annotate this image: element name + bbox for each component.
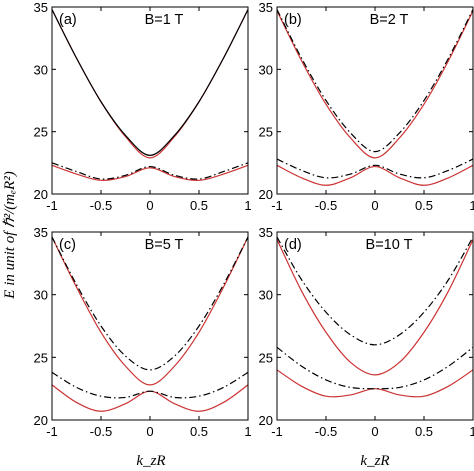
x-tick-label: -0.5 xyxy=(90,424,112,439)
y-tick-label: 25 xyxy=(34,350,48,365)
x-tick-label: 1 xyxy=(244,198,251,213)
y-tick-label: 20 xyxy=(34,187,48,202)
series-line-1 xyxy=(276,369,474,398)
x-tick-label: -1 xyxy=(271,424,283,439)
y-tick-label: 20 xyxy=(259,413,273,428)
panel-label: (d) xyxy=(284,237,302,253)
x-tick-label: 1 xyxy=(244,424,251,439)
plot-frame xyxy=(276,6,474,195)
y-tick-label: 35 xyxy=(34,0,48,15)
y-tick-label: 35 xyxy=(259,225,273,240)
panel-3: -1 -0.5 0 0.5 1 20 25 30 35 (c) B=5 T xyxy=(34,225,252,439)
series-line-4 xyxy=(51,236,249,371)
y-tick-label: 25 xyxy=(259,125,273,140)
panel-2: -1 -0.5 0 0.5 1 20 25 30 35 (b) B=2 T xyxy=(259,0,474,213)
panel-title: B=1 T xyxy=(145,12,184,28)
series-line-4 xyxy=(51,9,249,156)
panel-1: -1 -0.5 0 0.5 1 20 25 30 35 (a) B=1 T xyxy=(34,0,252,213)
x-axis-label-right: k_zR xyxy=(360,453,389,469)
y-tick-label: 20 xyxy=(34,413,48,428)
y-axis-label: E in unit of ℏ²/(mₑR²) xyxy=(2,171,18,299)
series-line-1 xyxy=(276,164,474,186)
x-tick-label: 0 xyxy=(146,198,153,213)
x-tick-label: 1 xyxy=(469,424,474,439)
x-axis-label-left: k_zR xyxy=(136,453,165,469)
x-tick-label: 0 xyxy=(371,198,378,213)
x-tick-label: 0.5 xyxy=(415,424,433,439)
x-tick-label: -0.5 xyxy=(90,198,112,213)
y-tick-label: 25 xyxy=(34,125,48,140)
x-tick-label: 0 xyxy=(146,424,153,439)
plot-frame xyxy=(276,231,474,421)
series-line-4 xyxy=(276,236,474,346)
x-tick-label: 0 xyxy=(371,424,378,439)
panel-title: B=2 T xyxy=(370,12,409,28)
panel-title: B=5 T xyxy=(145,237,184,253)
y-tick-label: 30 xyxy=(259,62,273,77)
panels: -1 -0.5 0 0.5 1 20 25 30 35 (a) B=1 T -1 -0.5 0 0.5 1 20… xyxy=(34,0,474,439)
panel-4: -1 -0.5 0 0.5 1 20 25 30 35 (d) B=10 T xyxy=(259,225,474,439)
series-line-3 xyxy=(51,9,249,159)
series-line-3 xyxy=(276,10,474,159)
plot-frame xyxy=(51,231,249,421)
panel-label: (c) xyxy=(59,237,76,253)
series-line-4 xyxy=(276,9,474,153)
y-tick-label: 35 xyxy=(34,225,48,240)
series-line-2 xyxy=(276,158,474,179)
y-tick-label: 30 xyxy=(34,288,48,303)
series-line-2 xyxy=(51,162,249,180)
y-tick-label: 25 xyxy=(259,350,273,365)
x-tick-label: -0.5 xyxy=(315,198,337,213)
series-line-2 xyxy=(51,371,249,399)
x-tick-label: -0.5 xyxy=(315,424,337,439)
x-tick-label: -1 xyxy=(271,198,283,213)
x-tick-label: 0.5 xyxy=(190,424,208,439)
series-line-1 xyxy=(51,164,249,181)
panel-label: (a) xyxy=(59,12,77,28)
series-line-1 xyxy=(51,384,249,412)
y-tick-label: 20 xyxy=(259,187,273,202)
series-line-3 xyxy=(276,239,474,376)
panel-label: (b) xyxy=(284,12,302,28)
x-tick-label: 1 xyxy=(469,198,474,213)
x-tick-label: -1 xyxy=(46,198,58,213)
y-tick-label: 30 xyxy=(34,62,48,77)
series-line-3 xyxy=(51,236,249,386)
panel-title: B=10 T xyxy=(366,237,413,253)
x-tick-label: 0.5 xyxy=(415,198,433,213)
x-tick-label: 0.5 xyxy=(190,198,208,213)
series-line-2 xyxy=(276,346,474,390)
plot-frame xyxy=(51,6,249,195)
x-tick-label: -1 xyxy=(46,424,58,439)
y-tick-label: 35 xyxy=(259,0,273,15)
y-tick-label: 30 xyxy=(259,288,273,303)
